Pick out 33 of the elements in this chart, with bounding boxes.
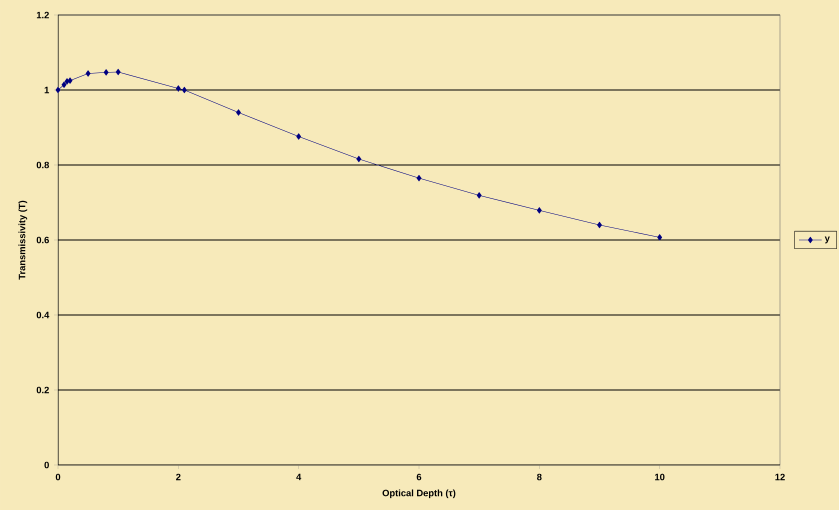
point: [68, 77, 73, 84]
y-tick-label: 0.2: [36, 386, 49, 394]
y-tick-label: 0: [44, 462, 49, 468]
x-tick-label: 2: [176, 474, 181, 480]
point: [86, 70, 91, 77]
y-tick-label: 1: [44, 86, 50, 94]
y-tick-label: 1.2: [36, 12, 49, 18]
point: [56, 86, 60, 94]
x-tick-label: 8: [537, 474, 542, 480]
x-tick-label: 0: [56, 474, 60, 480]
legend-label: y: [824, 236, 830, 244]
point: [176, 85, 181, 92]
y-tick-label: 0.6: [36, 236, 49, 244]
point: [657, 234, 662, 241]
y-tick-label: 0.4: [36, 312, 50, 318]
point: [62, 82, 66, 88]
point: [356, 156, 362, 162]
point: [236, 109, 241, 116]
point: [296, 133, 302, 140]
point: [104, 69, 109, 76]
x-tick-label: 12: [775, 474, 785, 480]
x-axis-title: Optical Depth (τ): [382, 489, 456, 498]
point: [476, 192, 482, 199]
point: [182, 86, 187, 94]
y-tick-label: 0.8: [36, 162, 49, 168]
y-axis-title: Transmissivity (T): [18, 200, 28, 280]
point: [116, 68, 121, 76]
x-tick-label: 10: [655, 474, 664, 480]
point: [416, 174, 422, 182]
point: [597, 222, 602, 228]
point: [536, 207, 542, 214]
x-tick-label: 4: [296, 474, 302, 480]
x-tick-label: 6: [416, 474, 422, 480]
